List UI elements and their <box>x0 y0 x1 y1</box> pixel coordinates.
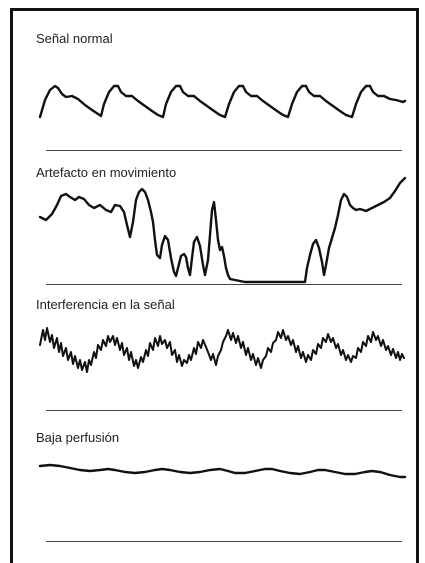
frame-border-left <box>10 8 13 563</box>
frame-border-top <box>10 8 419 11</box>
panel-baseline-normal <box>46 150 402 151</box>
frame-border-right <box>416 8 419 563</box>
panel-baseline-movement <box>46 284 402 285</box>
panel-label-movement: Artefacto en movimiento <box>36 165 177 180</box>
panel-label-lowperfusion: Baja perfusión <box>36 430 120 445</box>
panel-label-interference: Interferencia en la señal <box>36 297 175 312</box>
panel-baseline-lowperfusion <box>46 541 402 542</box>
panel-baseline-interference <box>46 410 402 411</box>
panel-label-normal: Señal normal <box>36 31 113 46</box>
